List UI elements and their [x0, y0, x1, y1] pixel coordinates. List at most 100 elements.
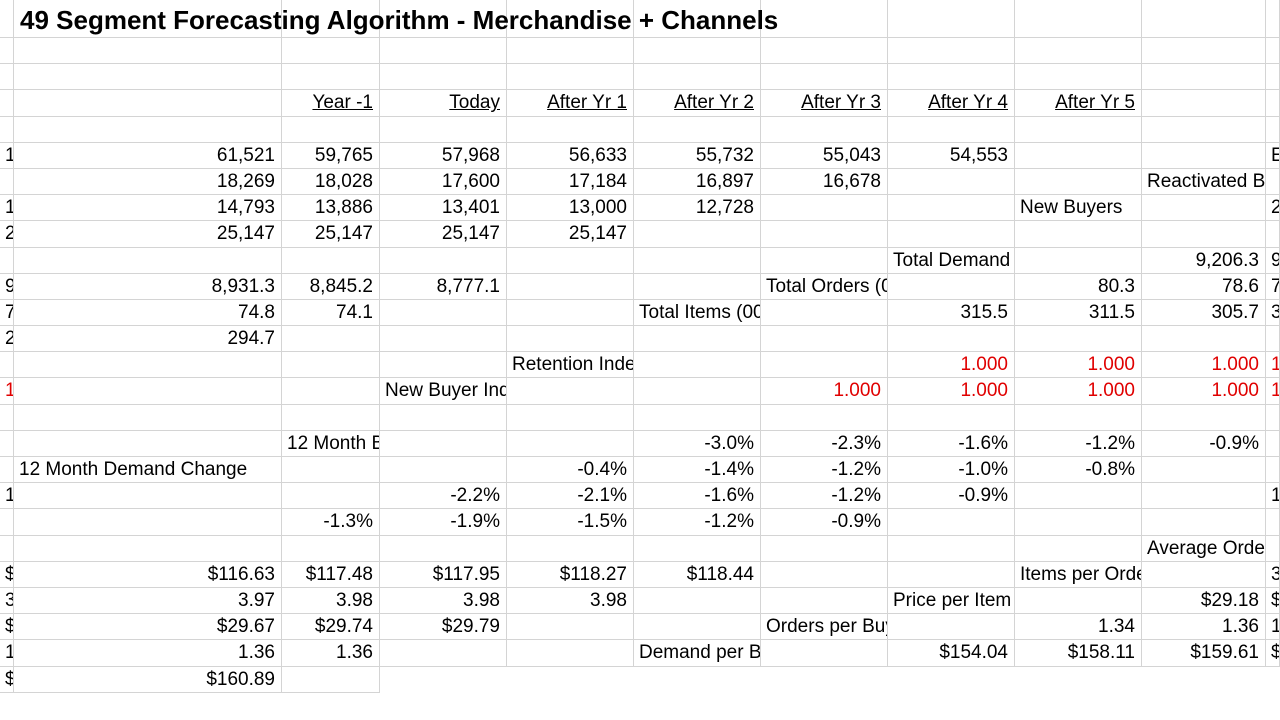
data-cell[interactable]: $118.44: [634, 561, 761, 588]
blank-row-cell[interactable]: [507, 326, 634, 353]
data-cell[interactable]: 78.6: [1142, 273, 1266, 300]
data-cell[interactable]: 1.36: [0, 640, 14, 667]
data-cell[interactable]: 297.4: [0, 326, 14, 353]
data-cell[interactable]: 1.34: [1015, 614, 1142, 641]
data-cell[interactable]: 25,147: [14, 221, 282, 248]
data-cell[interactable]: 56,633: [507, 142, 634, 169]
row-gutter-right[interactable]: [1266, 430, 1280, 457]
blank-row-cell[interactable]: [1015, 509, 1142, 536]
row-gutter-right[interactable]: [634, 587, 761, 615]
column-header[interactable]: Today: [380, 90, 507, 117]
data-cell[interactable]: 311.5: [1015, 299, 1142, 327]
row-gutter-right[interactable]: [634, 221, 761, 248]
data-cell[interactable]: $118.27: [507, 561, 634, 588]
row-gutter[interactable]: [888, 561, 1015, 588]
blank-row-cell[interactable]: [14, 38, 282, 65]
title-row-cell[interactable]: [282, 0, 380, 38]
data-cell[interactable]: 1.000: [888, 378, 1015, 405]
row-label[interactable]: Existing Buyers: [1266, 142, 1280, 169]
data-cell[interactable]: [282, 483, 380, 510]
blank-row-cell[interactable]: [380, 116, 507, 143]
row-gutter[interactable]: [1015, 168, 1142, 196]
blank-row-cell[interactable]: [0, 38, 14, 65]
blank-row-cell[interactable]: [761, 116, 888, 143]
blank-row-cell[interactable]: [380, 326, 507, 353]
data-cell[interactable]: [0, 509, 14, 536]
blank-row-cell[interactable]: [507, 38, 634, 65]
data-cell[interactable]: -1.3%: [282, 509, 380, 536]
data-cell[interactable]: 59,765: [282, 142, 380, 169]
row-gutter-right[interactable]: [888, 168, 1015, 196]
data-cell[interactable]: 1.000: [1266, 378, 1280, 405]
data-cell[interactable]: [1266, 535, 1280, 562]
data-cell[interactable]: [761, 299, 888, 327]
data-cell[interactable]: -2.2%: [380, 483, 507, 510]
data-cell[interactable]: 8,777.1: [380, 273, 507, 300]
column-header[interactable]: After Yr 5: [1015, 90, 1142, 117]
data-cell[interactable]: $117.48: [282, 561, 380, 588]
data-cell[interactable]: -2.3%: [761, 430, 888, 457]
row-gutter-right[interactable]: [1015, 483, 1142, 510]
blank-row-cell[interactable]: [1015, 326, 1142, 353]
header-label-cell[interactable]: [14, 90, 282, 117]
column-header[interactable]: After Yr 3: [761, 90, 888, 117]
data-cell[interactable]: 17,600: [380, 168, 507, 196]
blank-row-cell[interactable]: [14, 352, 282, 379]
data-cell[interactable]: 16,678: [761, 168, 888, 196]
row-label[interactable]: New Buyer Index: [380, 378, 507, 405]
row-gutter[interactable]: [1015, 535, 1142, 562]
blank-row-cell[interactable]: [380, 247, 507, 274]
blank-row-cell[interactable]: [0, 535, 14, 562]
row-label[interactable]: 12 Month Items Change: [1266, 483, 1280, 510]
data-cell[interactable]: $29.57: [0, 614, 14, 641]
data-cell[interactable]: -1.6%: [634, 483, 761, 510]
data-cell[interactable]: -0.9%: [888, 483, 1015, 510]
blank-row-cell[interactable]: [507, 116, 634, 143]
title-row-cell[interactable]: [634, 0, 761, 38]
blank-row-cell[interactable]: [282, 535, 380, 562]
row-gutter-right[interactable]: [888, 509, 1015, 536]
data-cell[interactable]: 3.98: [507, 587, 634, 615]
data-cell[interactable]: 301.0: [1266, 299, 1280, 327]
data-cell[interactable]: 3.93: [1266, 561, 1280, 588]
data-cell[interactable]: 1.000: [761, 378, 888, 405]
title-row-cell[interactable]: [507, 0, 634, 38]
data-cell[interactable]: 18,028: [282, 168, 380, 196]
data-cell[interactable]: [1266, 168, 1280, 196]
row-gutter-right[interactable]: [761, 195, 888, 222]
row-label[interactable]: Retention Index: [507, 352, 634, 379]
blank-row-cell[interactable]: [761, 221, 888, 248]
blank-row-cell[interactable]: [761, 64, 888, 91]
row-label[interactable]: Total Items (000s): [634, 299, 761, 327]
data-cell[interactable]: 1.36: [282, 640, 380, 667]
data-cell[interactable]: $160.25: [1266, 640, 1280, 667]
data-cell[interactable]: 8,845.2: [282, 273, 380, 300]
data-cell[interactable]: 1.000: [888, 352, 1015, 379]
data-cell[interactable]: $29.67: [14, 614, 282, 641]
data-cell[interactable]: [380, 457, 507, 484]
data-cell[interactable]: $154.04: [888, 640, 1015, 667]
data-cell[interactable]: 3.97: [14, 587, 282, 615]
blank-row-cell[interactable]: [634, 64, 761, 91]
blank-row-cell[interactable]: [14, 64, 282, 91]
data-cell[interactable]: $116.63: [14, 561, 282, 588]
data-cell[interactable]: 13,886: [282, 195, 380, 222]
row-label[interactable]: Price per Item Purchased: [888, 587, 1015, 615]
row-label[interactable]: Total Demand (000s): [888, 247, 1015, 274]
data-cell[interactable]: 55,732: [634, 142, 761, 169]
row-gutter[interactable]: [282, 378, 380, 405]
blank-row-cell[interactable]: [507, 404, 634, 431]
blank-row-cell[interactable]: [761, 326, 888, 353]
blank-row-cell[interactable]: [1266, 221, 1280, 248]
row-gutter[interactable]: [1142, 483, 1266, 510]
column-header[interactable]: After Yr 4: [888, 90, 1015, 117]
row-label[interactable]: Demand per Buyer: [634, 640, 761, 667]
data-cell[interactable]: 1.36: [1142, 614, 1266, 641]
data-cell[interactable]: 74.1: [282, 299, 380, 327]
data-cell[interactable]: [634, 352, 761, 379]
row-gutter[interactable]: [888, 195, 1015, 222]
data-cell[interactable]: 3.96: [0, 587, 14, 615]
data-cell[interactable]: $159.61: [1142, 640, 1266, 667]
data-cell[interactable]: $29.18: [1142, 587, 1266, 615]
blank-row-cell[interactable]: [507, 64, 634, 91]
